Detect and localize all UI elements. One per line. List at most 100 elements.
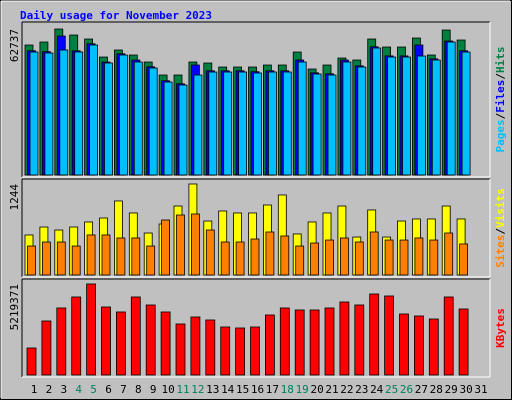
bar <box>71 245 81 276</box>
legend: Pages/Files/Hits <box>494 47 507 153</box>
bar <box>29 51 39 176</box>
bar <box>399 239 409 276</box>
x-tick-label: 29 <box>445 383 458 396</box>
bar <box>342 61 352 176</box>
bar <box>41 320 52 376</box>
legend-separator: / <box>494 228 507 235</box>
bar <box>148 67 158 176</box>
bar <box>44 52 54 176</box>
bar <box>297 61 307 176</box>
bar <box>384 295 395 376</box>
bar <box>369 231 379 276</box>
bar <box>324 307 335 376</box>
legend-entry: KBytes <box>494 308 507 348</box>
x-tick-label: 18 <box>281 383 294 396</box>
x-tick-label: 16 <box>251 383 264 396</box>
bar <box>280 235 290 276</box>
x-tick-label: 12 <box>191 383 204 396</box>
legend-separator: / <box>494 73 507 80</box>
bar <box>119 54 128 176</box>
x-tick-label: 23 <box>355 383 368 396</box>
x-tick-label: 25 <box>385 383 398 396</box>
bar <box>145 304 156 376</box>
bar <box>238 71 248 176</box>
bar <box>160 311 171 376</box>
bar <box>387 56 397 176</box>
legend-entry: Pages <box>494 119 507 152</box>
bar <box>250 238 260 276</box>
bar <box>327 74 337 176</box>
x-tick-label: 21 <box>325 383 338 396</box>
bar <box>310 242 320 276</box>
legend: KBytes <box>494 308 507 348</box>
bar <box>294 309 305 376</box>
bar <box>309 309 320 376</box>
bar <box>253 72 262 176</box>
bar <box>443 296 454 376</box>
bar <box>282 71 292 176</box>
y-tick-label: 5219371 <box>8 284 21 330</box>
bar <box>130 296 141 376</box>
bar <box>71 296 82 376</box>
bar <box>190 316 201 376</box>
bar <box>146 245 156 276</box>
x-tick-label: 9 <box>150 383 157 396</box>
bar <box>104 62 113 176</box>
bar <box>369 293 380 376</box>
bar <box>131 237 141 276</box>
bar <box>27 245 36 276</box>
x-tick-label: 13 <box>206 383 219 396</box>
x-tick-label: 6 <box>105 383 112 396</box>
bar <box>339 301 350 376</box>
x-tick-label: 24 <box>370 383 384 396</box>
x-tick-label: 26 <box>400 383 413 396</box>
x-tick-label: 7 <box>120 383 127 396</box>
bar <box>205 319 216 376</box>
chart-title: Daily usage for November 2023 <box>20 9 212 22</box>
bar <box>459 243 469 276</box>
bar <box>74 51 84 176</box>
bar <box>116 311 126 376</box>
bar <box>178 84 188 176</box>
bar <box>56 241 66 276</box>
bar <box>205 229 215 276</box>
y-tick-label: 62737 <box>8 29 21 62</box>
x-tick-label: 8 <box>135 383 142 396</box>
bar <box>264 314 275 376</box>
x-tick-label: 27 <box>415 383 428 396</box>
bar <box>325 239 334 276</box>
x-tick-label: 15 <box>236 383 249 396</box>
bar <box>399 313 409 376</box>
x-tick-label: 28 <box>430 383 443 396</box>
bar <box>42 241 51 276</box>
legend-separator: / <box>494 112 507 119</box>
bar <box>267 71 277 176</box>
bar <box>295 245 305 276</box>
legend-entry: Hits <box>494 47 507 74</box>
bar <box>235 241 245 276</box>
bar <box>461 51 471 176</box>
bar <box>208 71 218 176</box>
legend-entry: Visits <box>494 188 507 228</box>
bar <box>176 214 185 276</box>
bar <box>429 239 439 276</box>
x-tick-label: 31 <box>474 383 487 396</box>
bar <box>101 234 111 276</box>
bar <box>416 55 426 176</box>
bar <box>59 49 69 176</box>
bar <box>56 307 67 376</box>
bar <box>223 71 233 176</box>
bar <box>86 234 96 276</box>
x-tick-label: 1 <box>31 383 38 396</box>
bar <box>163 81 173 176</box>
bar <box>458 308 469 376</box>
x-tick-label: 19 <box>296 383 309 396</box>
bar <box>384 239 394 276</box>
bar <box>279 307 290 376</box>
bar <box>86 283 96 376</box>
x-tick-label: 3 <box>60 383 67 396</box>
bar <box>431 59 441 176</box>
bar <box>133 61 143 176</box>
bar <box>413 315 424 376</box>
legend-entry: Sites <box>494 235 507 268</box>
